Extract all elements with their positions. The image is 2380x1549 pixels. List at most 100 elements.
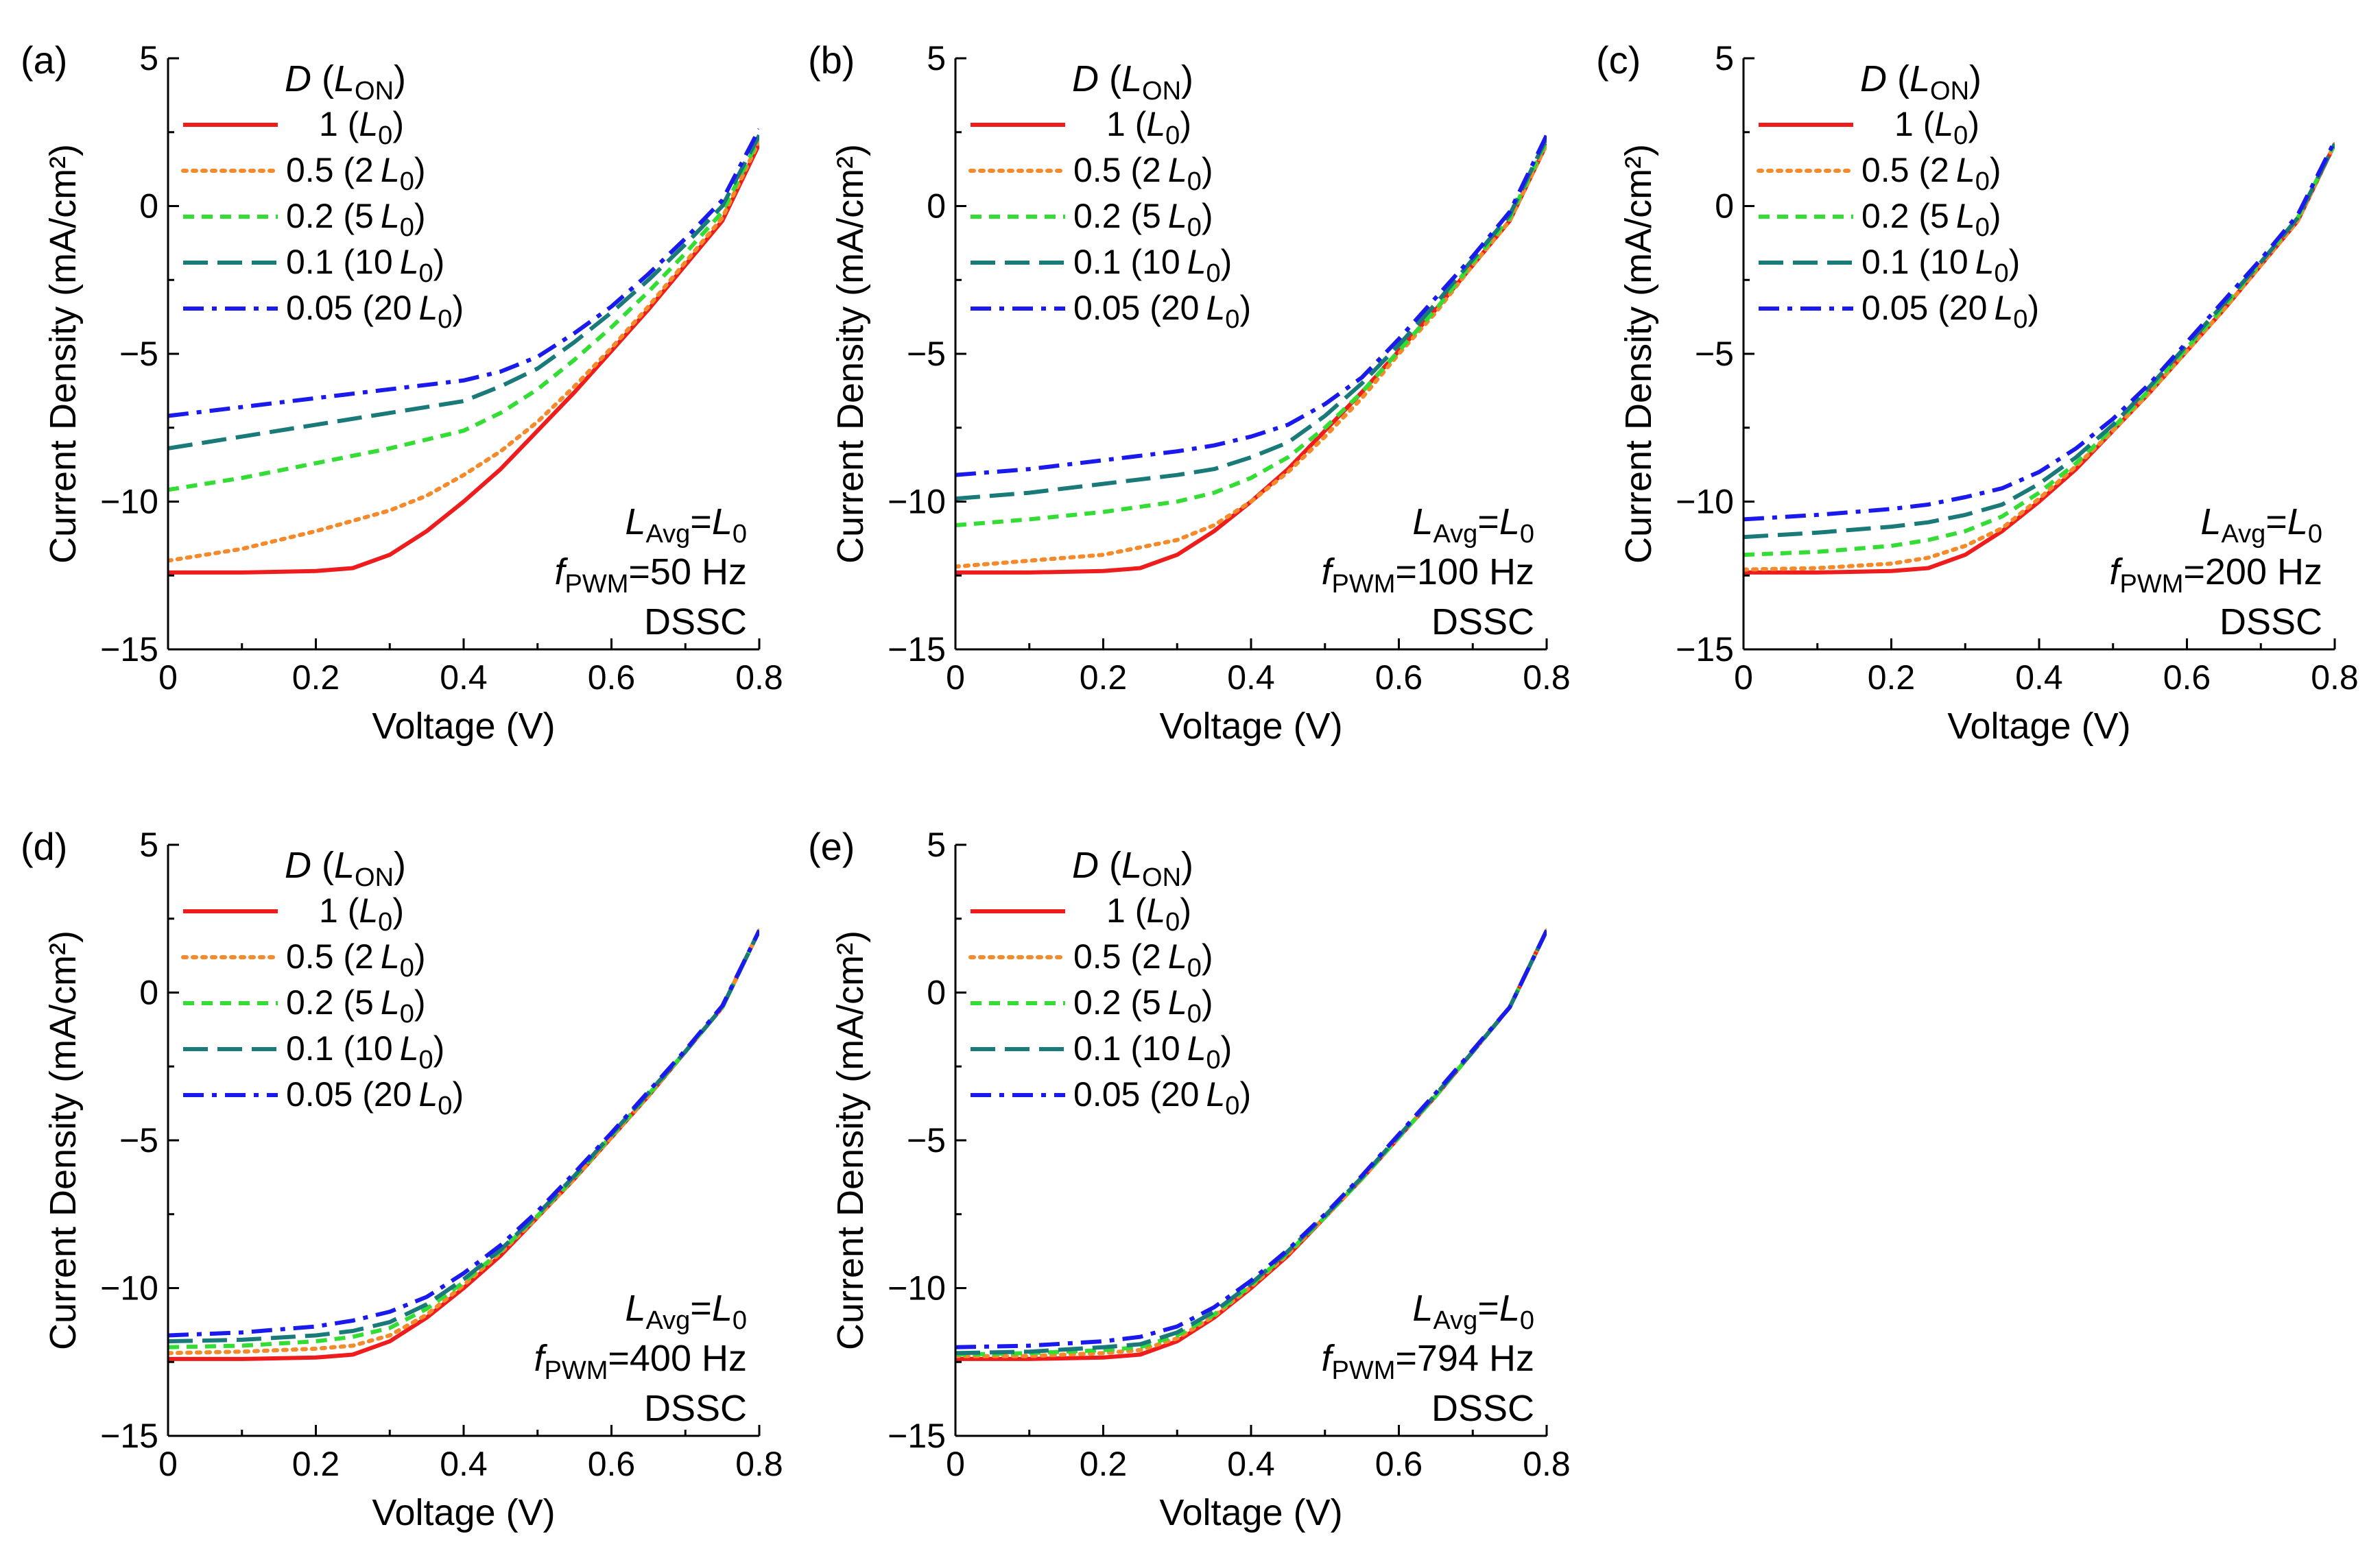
annotation-device: DSSC xyxy=(2220,601,2322,643)
x-tick-label: 0.4 xyxy=(1227,1445,1275,1483)
annotation-lavg: LAvg=L0 xyxy=(2200,501,2322,549)
legend-label: 0.5 (2 L0) xyxy=(1073,937,1213,983)
y-tick-label: −15 xyxy=(1676,630,1734,669)
series-line xyxy=(168,134,759,451)
legend-label: 0.05 (20 L0) xyxy=(286,1075,464,1120)
y-tick-label: 5 xyxy=(139,826,158,864)
y-tick-label: 5 xyxy=(927,39,946,77)
legend-label: 0.5 (2 L0) xyxy=(286,937,425,983)
legend-label: 0.05 (20 L0) xyxy=(1073,289,1251,334)
series-line xyxy=(168,139,759,563)
y-tick-label: −15 xyxy=(888,630,946,669)
legend-label: 0.05 (20 L0) xyxy=(1861,289,2039,334)
legend-label: 0.1 (10 L0) xyxy=(286,1029,444,1074)
series-line xyxy=(1744,143,2335,575)
annotation-device: DSSC xyxy=(644,1388,747,1429)
y-tick-label: 0 xyxy=(927,974,946,1012)
legend-header: D (LON) xyxy=(285,845,406,892)
legend-label: 1 (L0) xyxy=(319,891,404,937)
annotation-device: DSSC xyxy=(644,601,747,643)
panel-label: (d) xyxy=(21,825,67,868)
legend-header: D (LON) xyxy=(285,58,406,106)
series-line xyxy=(1744,142,2335,572)
legend-label: 0.1 (10 L0) xyxy=(1073,243,1232,288)
x-tick-label: 0.8 xyxy=(1523,1445,1571,1483)
legend-label: 0.2 (5 L0) xyxy=(1861,197,2001,242)
series-line xyxy=(955,929,1547,1357)
legend-label: 0.2 (5 L0) xyxy=(1073,197,1213,242)
x-tick-label: 0.6 xyxy=(2163,658,2211,697)
y-tick-label: 5 xyxy=(139,39,158,77)
series-line xyxy=(955,929,1547,1361)
y-tick-label: −5 xyxy=(1695,335,1734,373)
series-line xyxy=(168,929,759,1349)
y-tick-label: −15 xyxy=(888,1417,946,1455)
legend-label: 0.2 (5 L0) xyxy=(286,983,425,1029)
chart-panel: (d) 0 0.2 0.4 0.6 0.8 5 0 −5 −10 −15 Voltage (V) Cur… xyxy=(21,825,783,1533)
legend-label: 1 (L0) xyxy=(1106,891,1191,937)
legend-label: 0.1 (10 L0) xyxy=(1073,1029,1232,1074)
chart-panel: (c) 0 0.2 0.4 0.6 0.8 5 0 −5 −10 −15 Voltage (V) Cur… xyxy=(1596,38,2359,747)
x-tick-label: 0.6 xyxy=(588,658,636,697)
y-tick-label: 5 xyxy=(1715,39,1734,77)
x-tick-label: 0.8 xyxy=(1523,658,1571,697)
series-line xyxy=(1744,143,2335,540)
legend-header: D (LON) xyxy=(1860,58,1982,106)
legend-label: 0.05 (20 L0) xyxy=(1073,1075,1251,1120)
x-tick-label: 0.2 xyxy=(292,1445,340,1483)
series-line xyxy=(168,128,759,418)
series-line xyxy=(955,929,1547,1356)
chart-panel: (b) 0 0.2 0.4 0.6 0.8 5 0 −5 −10 −15 Voltage (V) Cur… xyxy=(808,38,1571,747)
x-axis-title: Voltage (V) xyxy=(1159,706,1342,747)
x-tick-label: 0.8 xyxy=(735,658,783,697)
x-tick-label: 0 xyxy=(946,1445,965,1483)
x-tick-label: 0.6 xyxy=(1375,658,1423,697)
legend-label: 0.2 (5 L0) xyxy=(286,197,425,242)
x-axis-title: Voltage (V) xyxy=(1947,706,2130,747)
legend-label: 0.5 (2 L0) xyxy=(1073,151,1213,196)
series-line xyxy=(1744,143,2335,557)
annotation-frequency: fPWM=794 Hz xyxy=(1321,1338,1534,1385)
y-axis-title: Current Density (mA/cm²) xyxy=(830,144,871,564)
annotation-frequency: fPWM=200 Hz xyxy=(2109,551,2322,599)
x-tick-label: 0.2 xyxy=(1080,658,1128,697)
y-tick-label: 5 xyxy=(927,826,946,864)
series-group xyxy=(168,928,759,1361)
series-line xyxy=(955,140,1547,527)
series-line xyxy=(168,929,759,1361)
x-tick-label: 0.6 xyxy=(588,1445,636,1483)
legend-label: 0.1 (10 L0) xyxy=(286,243,444,288)
legend-label: 1 (L0) xyxy=(1106,105,1191,150)
y-tick-label: 0 xyxy=(1715,187,1734,226)
y-tick-label: −10 xyxy=(100,1269,158,1308)
annotation-lavg: LAvg=L0 xyxy=(625,501,747,549)
y-tick-label: −5 xyxy=(119,1121,158,1160)
series-line xyxy=(168,137,759,492)
series-group xyxy=(168,128,759,575)
y-axis-title: Current Density (mA/cm²) xyxy=(830,930,871,1350)
series-line xyxy=(168,929,759,1344)
x-tick-label: 0.4 xyxy=(2015,658,2063,697)
y-axis-title: Current Density (mA/cm²) xyxy=(1618,144,1659,564)
y-tick-label: −10 xyxy=(1676,483,1734,521)
x-tick-label: 0.4 xyxy=(440,658,488,697)
y-axis-title: Current Density (mA/cm²) xyxy=(43,930,84,1350)
series-line xyxy=(955,142,1547,569)
annotation-device: DSSC xyxy=(1431,1388,1534,1429)
chart-panel: (e) 0 0.2 0.4 0.6 0.8 5 0 −5 −10 −15 Voltage (V) Cur… xyxy=(808,825,1571,1533)
x-axis-title: Voltage (V) xyxy=(372,706,555,747)
x-axis-title: Voltage (V) xyxy=(1159,1492,1342,1533)
y-tick-label: 0 xyxy=(139,974,158,1012)
legend-label: 1 (L0) xyxy=(319,105,404,150)
legend-label: 0.5 (2 L0) xyxy=(1861,151,2001,196)
x-tick-label: 0.2 xyxy=(1080,1445,1128,1483)
x-tick-label: 0.6 xyxy=(1375,1445,1423,1483)
panel-label: (a) xyxy=(21,38,67,82)
legend-label: 0.05 (20 L0) xyxy=(286,289,464,334)
series-line xyxy=(955,928,1547,1358)
x-tick-label: 0.8 xyxy=(735,1445,783,1483)
x-tick-label: 0.8 xyxy=(2311,658,2359,697)
y-tick-label: −5 xyxy=(907,1121,946,1160)
panel-label: (e) xyxy=(808,825,855,868)
